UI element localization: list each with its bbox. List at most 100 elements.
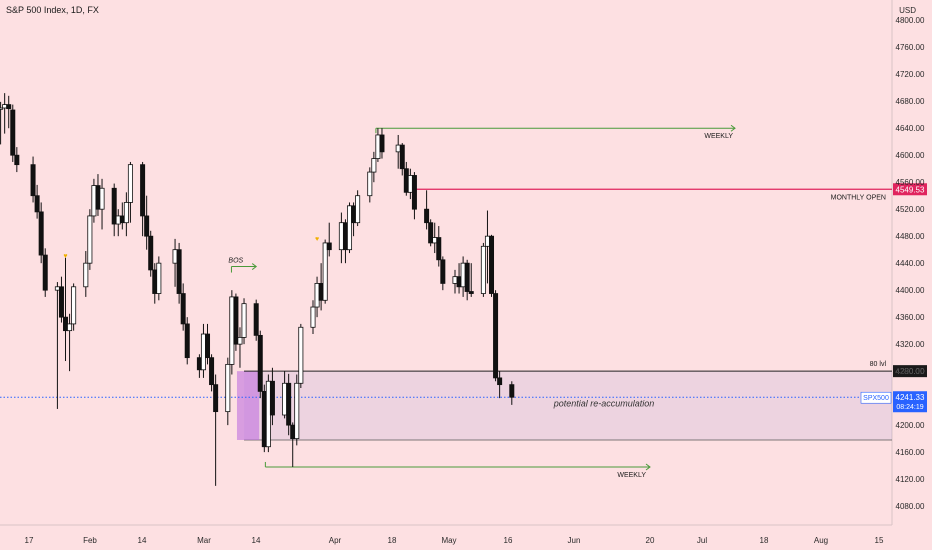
candle[interactable] [298, 323, 304, 389]
candle[interactable] [38, 202, 44, 264]
candle-body-up [484, 235, 490, 247]
candle[interactable] [286, 373, 292, 436]
candle[interactable] [58, 276, 64, 323]
candle[interactable] [148, 230, 154, 277]
x-tick-label: 14 [252, 536, 261, 545]
candle[interactable] [347, 202, 353, 254]
candle[interactable] [261, 384, 267, 453]
candle[interactable] [424, 190, 430, 230]
price-axis[interactable]: 4549.53 4280.00 4080.00 4120.00 4160.00 4200.… [860, 16, 927, 511]
candle[interactable] [205, 323, 211, 365]
y-tick-label: 4720.00 [896, 70, 925, 79]
candle[interactable] [91, 178, 97, 223]
candle-body-down [6, 104, 12, 110]
candle[interactable] [269, 367, 275, 426]
candle[interactable] [464, 259, 470, 301]
symbol-badge-text: SPX500 [863, 395, 889, 402]
candle[interactable] [71, 283, 77, 331]
candle-body-down [14, 154, 20, 166]
candle[interactable] [99, 178, 105, 230]
candle[interactable] [176, 242, 182, 304]
reaccumulation-zone[interactable] [244, 371, 892, 440]
candle[interactable] [411, 172, 417, 220]
candle[interactable] [257, 330, 263, 399]
candle[interactable] [127, 161, 133, 223]
candle-body-up [355, 195, 361, 224]
candle[interactable] [237, 327, 243, 368]
candle[interactable] [140, 161, 146, 237]
candle[interactable] [213, 374, 219, 486]
candle[interactable] [42, 248, 48, 297]
candle[interactable] [399, 143, 405, 176]
candle-body-up [432, 237, 438, 244]
candle[interactable] [67, 313, 73, 372]
candle[interactable] [489, 234, 495, 297]
candle[interactable] [379, 128, 385, 159]
candle[interactable] [111, 183, 117, 237]
candle[interactable] [497, 371, 503, 399]
candle[interactable] [83, 251, 89, 297]
candle[interactable] [509, 381, 515, 405]
y-tick-label: 4280.00 [896, 367, 925, 376]
candle[interactable] [233, 293, 239, 351]
candle[interactable] [0, 101, 4, 145]
annotations-layer: potential re-accumulation WEEKLY MONTHLY O… [63, 133, 886, 479]
candle[interactable] [34, 184, 40, 219]
marker-icon: ♥ [63, 253, 67, 260]
candle[interactable] [209, 354, 215, 392]
candle[interactable] [294, 374, 300, 446]
candle[interactable] [468, 263, 474, 297]
candle-body-down [424, 208, 430, 224]
candle[interactable] [326, 222, 332, 257]
candle-body-up [91, 185, 97, 217]
candle-body-down [213, 384, 219, 413]
candle[interactable] [265, 374, 271, 453]
candle[interactable] [30, 156, 36, 203]
x-tick-label: Mar [197, 536, 211, 545]
candle[interactable] [480, 242, 486, 297]
candle-body-down [257, 334, 263, 392]
candle[interactable] [225, 357, 231, 426]
weekly-bottom-label: WEEKLY [617, 472, 646, 479]
highlight-zone[interactable] [236, 371, 260, 440]
candle[interactable] [371, 151, 377, 183]
y-tick-label: 4120.00 [896, 475, 925, 484]
candle-body-down [30, 164, 36, 197]
candle[interactable] [156, 256, 162, 301]
zones-layer [236, 371, 892, 441]
candle[interactable] [6, 95, 12, 129]
candle[interactable] [322, 239, 328, 304]
candle[interactable] [180, 283, 186, 331]
candle[interactable] [123, 192, 129, 237]
candle[interactable] [367, 167, 373, 203]
candle[interactable] [310, 300, 316, 335]
candle[interactable] [440, 256, 446, 291]
candle[interactable] [493, 290, 499, 382]
candle-body-up [298, 326, 304, 384]
candle[interactable] [10, 104, 16, 162]
candle[interactable] [229, 290, 235, 375]
levels-layer [0, 124, 892, 471]
candle-body-up [127, 164, 133, 203]
candle-body-down [119, 215, 125, 224]
time-axis[interactable]: 17 Feb 14 Mar 14 Apr 18 May 16 Jun 20 Jul 18 Aug 15 [25, 536, 884, 545]
candle[interactable] [241, 298, 247, 345]
y-tick-label: 4760.00 [896, 43, 925, 52]
candle[interactable] [428, 219, 434, 247]
candle[interactable] [184, 317, 190, 365]
candle[interactable] [355, 190, 361, 227]
y-tick-label: 4440.00 [896, 259, 925, 268]
candle[interactable] [253, 299, 259, 341]
candle[interactable] [14, 147, 20, 173]
candle[interactable] [87, 209, 93, 270]
symbol-badge [860, 391, 892, 404]
candle[interactable] [436, 226, 442, 267]
monthly-open-label: MONTHLY OPEN [831, 194, 886, 201]
x-tick-label: Aug [814, 536, 828, 545]
candle-body-down [509, 384, 515, 398]
candle-body-down [261, 390, 267, 448]
candle[interactable] [144, 195, 150, 250]
x-tick-label: 18 [388, 536, 397, 545]
candle-body-down [152, 269, 158, 294]
